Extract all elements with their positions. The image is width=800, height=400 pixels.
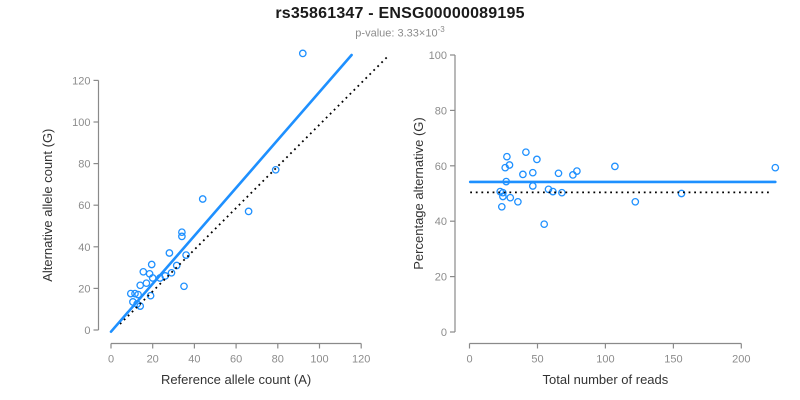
data-point xyxy=(134,290,142,299)
y-tick-label: 20 xyxy=(78,283,90,295)
x-tick-label: 0 xyxy=(108,354,114,366)
y-tick-label: 80 xyxy=(435,105,447,117)
reference-dotted-line xyxy=(119,55,389,325)
data-point xyxy=(178,232,186,241)
data-point xyxy=(540,220,549,229)
data-point xyxy=(519,170,527,179)
data-point xyxy=(136,281,145,290)
data-point xyxy=(554,169,563,178)
data-point xyxy=(528,182,537,190)
data-point xyxy=(611,162,619,171)
fit-line xyxy=(109,53,353,334)
y-tick-label: 100 xyxy=(429,50,447,62)
x-tick-label: 120 xyxy=(352,354,370,366)
data-point xyxy=(514,197,522,206)
data-point xyxy=(522,148,530,157)
data-point xyxy=(178,228,186,237)
figure-title: rs35861347 - ENSG00000089195 xyxy=(275,5,525,22)
y-tick-label: 0 xyxy=(84,325,90,337)
y-axis-title: Alternative allele count (G) xyxy=(40,129,55,282)
x-tick-label: 0 xyxy=(466,354,472,366)
x-tick-label: 100 xyxy=(310,354,328,366)
data-point xyxy=(298,49,307,58)
data-point xyxy=(139,267,148,276)
y-tick-label: 100 xyxy=(72,117,90,129)
y-tick-label: 60 xyxy=(435,161,447,173)
x-tick-label: 150 xyxy=(664,354,682,366)
x-tick-label: 200 xyxy=(732,354,750,366)
data-point xyxy=(506,193,515,202)
data-point xyxy=(147,260,156,269)
data-point xyxy=(544,185,553,194)
data-point xyxy=(198,195,207,203)
data-point xyxy=(126,289,135,298)
data-point xyxy=(172,261,181,270)
data-point xyxy=(569,171,577,179)
x-axis-title: Reference allele count (A) xyxy=(161,372,311,387)
data-point xyxy=(631,197,640,206)
data-point xyxy=(503,152,511,161)
data-point xyxy=(244,207,253,216)
x-tick-label: 80 xyxy=(272,354,284,366)
data-point xyxy=(271,165,280,174)
y-tick-label: 80 xyxy=(78,159,90,171)
data-point xyxy=(558,188,566,197)
x-tick-label: 50 xyxy=(531,354,543,366)
data-point xyxy=(148,274,157,282)
x-axis-title: Total number of reads xyxy=(543,372,669,387)
data-point xyxy=(497,202,506,211)
figure-subtitle: p-value: 3.33×10-3 xyxy=(0,25,800,40)
y-tick-label: 0 xyxy=(441,327,447,339)
y-tick-label: 60 xyxy=(78,200,90,212)
data-point xyxy=(573,167,581,175)
x-tick-label: 40 xyxy=(188,354,200,366)
data-point xyxy=(182,251,190,259)
y-tick-label: 120 xyxy=(72,75,90,87)
data-point xyxy=(499,192,507,201)
data-point xyxy=(528,168,537,177)
pvalue-text: p-value: 3.33×10 xyxy=(355,27,438,40)
data-point xyxy=(505,161,514,169)
pvalue-exponent: -3 xyxy=(437,25,445,34)
data-point xyxy=(142,279,151,288)
x-tick-label: 100 xyxy=(596,354,614,366)
data-point xyxy=(180,282,188,291)
x-tick-label: 20 xyxy=(147,354,159,366)
allele-count-scatter: 0 20 40 60 80 100 120 0 20 40 60 80 100 120 Reference … xyxy=(40,49,389,387)
y-tick-label: 40 xyxy=(78,242,90,254)
data-point xyxy=(533,155,541,164)
data-point xyxy=(165,249,174,257)
x-tick-label: 60 xyxy=(230,354,242,366)
percentage-alternative-scatter: 0 50 100 150 200 0 20 40 60 80 100 Total number of … xyxy=(411,50,780,387)
data-point xyxy=(677,189,686,198)
data-point xyxy=(771,163,780,172)
y-axis-title: Percentage alternative (G) xyxy=(411,117,426,269)
y-tick-label: 20 xyxy=(435,272,447,284)
data-point xyxy=(167,268,176,277)
y-tick-label: 40 xyxy=(435,216,447,228)
